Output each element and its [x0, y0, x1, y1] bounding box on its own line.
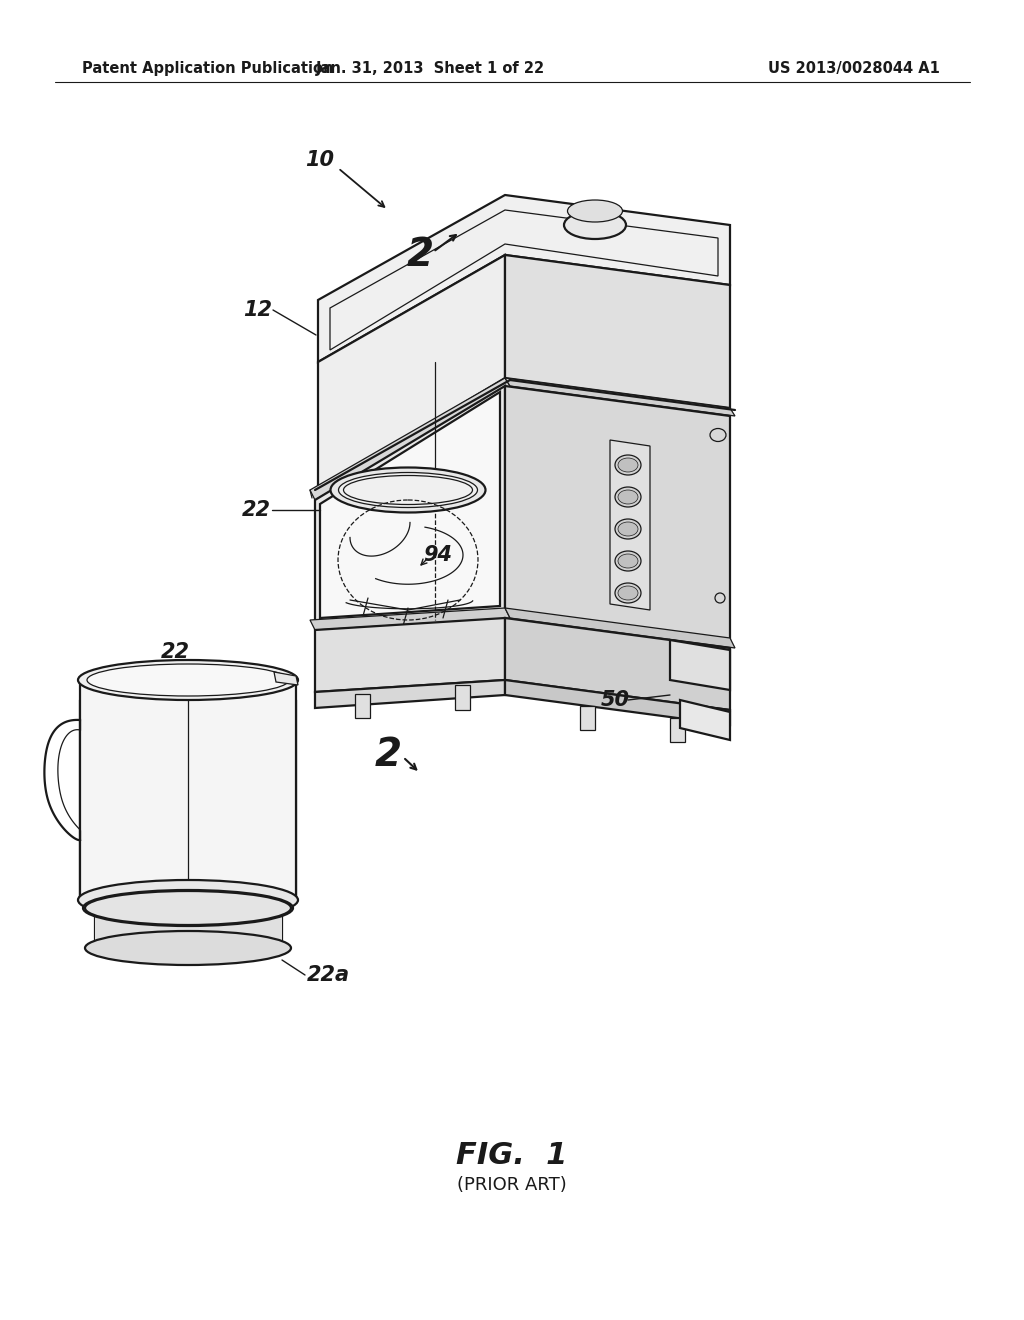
Text: FIG.  1: FIG. 1: [457, 1140, 567, 1170]
Polygon shape: [315, 618, 505, 692]
Ellipse shape: [618, 458, 638, 473]
Polygon shape: [274, 672, 298, 685]
Polygon shape: [455, 685, 470, 710]
Ellipse shape: [339, 473, 477, 507]
Polygon shape: [505, 618, 730, 710]
Polygon shape: [505, 255, 730, 408]
Text: 50: 50: [600, 690, 630, 710]
Ellipse shape: [83, 890, 293, 927]
Polygon shape: [505, 609, 735, 648]
Text: 22: 22: [161, 642, 189, 663]
Ellipse shape: [615, 583, 641, 603]
Polygon shape: [580, 706, 595, 730]
Ellipse shape: [78, 880, 298, 920]
Ellipse shape: [87, 664, 289, 696]
Ellipse shape: [85, 891, 291, 925]
Text: Patent Application Publication: Patent Application Publication: [82, 61, 334, 75]
Text: 2: 2: [407, 236, 433, 275]
Ellipse shape: [615, 455, 641, 475]
Text: 2: 2: [375, 737, 401, 774]
Text: US 2013/0028044 A1: US 2013/0028044 A1: [768, 61, 940, 75]
Polygon shape: [670, 718, 685, 742]
Polygon shape: [505, 680, 730, 725]
Polygon shape: [318, 195, 730, 362]
Text: Jan. 31, 2013  Sheet 1 of 22: Jan. 31, 2013 Sheet 1 of 22: [315, 61, 545, 75]
Ellipse shape: [618, 490, 638, 504]
Text: 22: 22: [242, 500, 270, 520]
Polygon shape: [505, 378, 735, 416]
Polygon shape: [505, 385, 730, 640]
Text: 12: 12: [244, 300, 272, 319]
Polygon shape: [610, 440, 650, 610]
Text: (PRIOR ART): (PRIOR ART): [457, 1176, 567, 1195]
Ellipse shape: [618, 554, 638, 568]
Polygon shape: [95, 908, 282, 948]
Polygon shape: [310, 609, 510, 630]
Polygon shape: [315, 680, 505, 708]
Polygon shape: [670, 640, 730, 690]
Text: 94: 94: [424, 545, 453, 565]
Ellipse shape: [331, 467, 485, 512]
Polygon shape: [355, 694, 370, 718]
Ellipse shape: [567, 201, 623, 222]
Polygon shape: [315, 385, 505, 622]
Text: 22a: 22a: [306, 965, 349, 985]
Ellipse shape: [615, 519, 641, 539]
Polygon shape: [318, 255, 505, 490]
Ellipse shape: [78, 660, 298, 700]
Ellipse shape: [615, 487, 641, 507]
Polygon shape: [680, 700, 730, 741]
Ellipse shape: [618, 586, 638, 601]
Polygon shape: [319, 392, 500, 618]
Ellipse shape: [85, 931, 291, 965]
Text: 10: 10: [305, 150, 335, 170]
Ellipse shape: [618, 521, 638, 536]
Ellipse shape: [564, 211, 626, 239]
Polygon shape: [80, 680, 296, 900]
Polygon shape: [310, 378, 510, 500]
Ellipse shape: [615, 550, 641, 572]
